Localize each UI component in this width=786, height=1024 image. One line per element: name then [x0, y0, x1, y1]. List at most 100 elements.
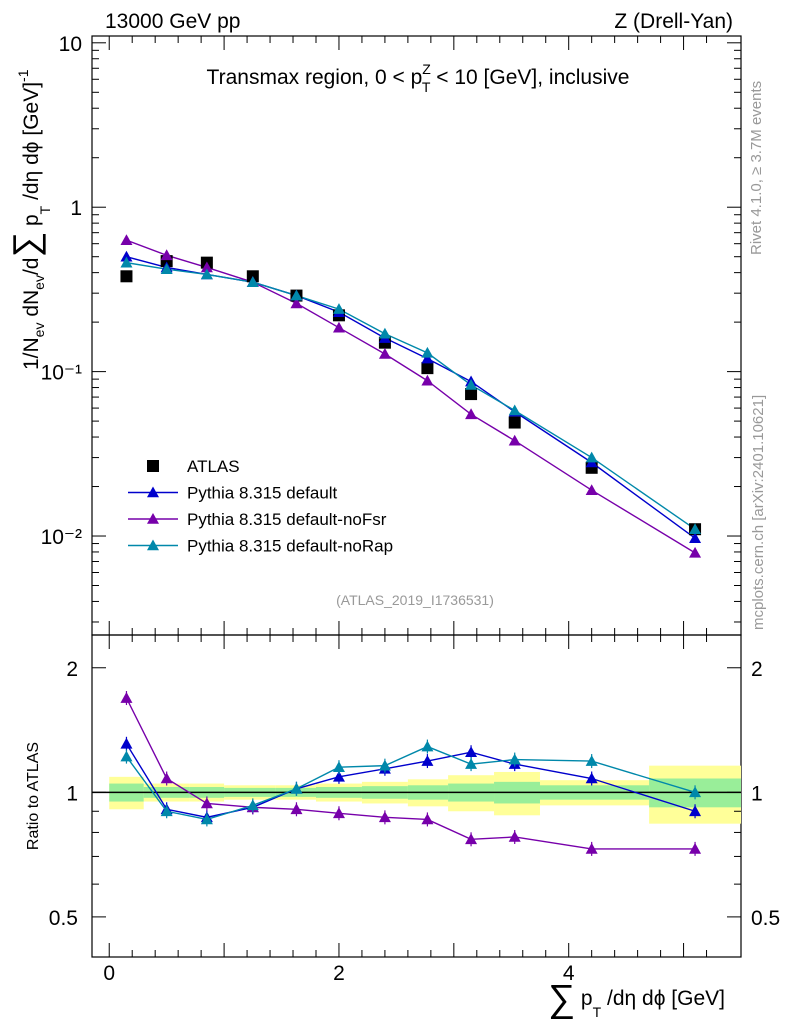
ratio-ytick-label-left: 1 [66, 782, 78, 805]
legend-marker-mc [147, 486, 159, 498]
data-point-mc [421, 374, 434, 386]
ratio-point [508, 753, 521, 765]
data-point-mc [508, 404, 521, 416]
ratio-point [689, 842, 702, 854]
xtick-label: 2 [333, 962, 345, 985]
main-series-line [126, 239, 696, 554]
legend-marker-mc [147, 513, 159, 524]
data-point-mc [465, 408, 478, 420]
main-axis-ticks: 10⁻² 10⁻¹ 1 10 [41, 33, 741, 635]
main-series-group [120, 234, 702, 558]
data-point-mc [378, 327, 391, 339]
ratio-point [120, 692, 133, 703]
ratio-point [160, 805, 173, 817]
main-ylabel-ev1: ev [31, 323, 47, 338]
xlabel-p: p [575, 987, 593, 1010]
ratio-ytick-label-right: 0.5 [751, 907, 780, 930]
ratio-point [465, 833, 478, 845]
main-ylabel-part5: /dη dϕ [GeV] [20, 82, 43, 206]
main-ylabel-t: T [37, 205, 53, 214]
data-point-atlas [120, 270, 133, 283]
ratio-point [465, 746, 478, 758]
ratio-ytick-label-right: 2 [751, 658, 763, 681]
data-point-mc [689, 546, 702, 558]
data-point-mc [120, 234, 133, 245]
main-ytick-label: 10 [59, 33, 82, 56]
data-point-mc [508, 434, 521, 446]
data-point-mc [120, 256, 133, 268]
main-ylabel-part1: 1/N [20, 337, 43, 370]
plot-title-prefix: Transmax region, 0 < p [207, 66, 423, 89]
analysis-watermark: (ATLAS_2019_I1736531) [336, 592, 494, 608]
data-point-atlas [421, 362, 434, 375]
energy-label: 13000 GeV pp [105, 10, 240, 33]
data-point-mc [689, 523, 702, 535]
ratio-series-line [125, 745, 696, 821]
data-point-mc [585, 451, 598, 463]
main-series-line [126, 261, 696, 530]
data-point-mc [421, 346, 434, 358]
ratio-point [290, 803, 303, 815]
ratio-point [421, 813, 434, 825]
ratio-point [378, 759, 391, 771]
data-point-atlas [465, 388, 478, 401]
ratio-point [290, 782, 303, 794]
data-point-mc [200, 268, 213, 280]
legend-label: Pythia 8.315 default-noFsr [187, 510, 387, 529]
ratio-point [200, 797, 213, 809]
ratio-point [378, 811, 391, 823]
ratio-point [421, 740, 434, 752]
plot-title-suffix: < 10 [GeV], inclusive [430, 66, 629, 89]
ratio-ytick-label-left: 0.5 [49, 907, 78, 930]
ratio-ytick-label-left: 2 [66, 658, 78, 681]
ratio-point [200, 813, 213, 825]
ratio-point [332, 807, 345, 819]
xlabel-sum: ∑ [548, 978, 575, 1020]
main-ylabel-part2: dN [20, 290, 43, 323]
data-point-mc [585, 484, 598, 495]
rivet-label: Rivet 4.1.0, ≥ 3.7M events [748, 81, 765, 255]
ratio-point [332, 770, 345, 782]
xtick-label: 4 [563, 962, 575, 985]
plot-title-sup: Z [422, 61, 431, 77]
data-point-mc [160, 249, 173, 261]
data-point-mc [290, 297, 303, 309]
legend: ATLAS Pythia 8.315 default Pythia 8.315 de… [128, 457, 393, 556]
legend-marker-mc [147, 539, 159, 551]
data-point-mc [421, 352, 434, 364]
data-point-mc [160, 263, 173, 274]
ratio-series-group [120, 691, 702, 856]
data-point-mc [290, 289, 303, 301]
xtick-label: 0 [103, 962, 115, 985]
xlabel-t: T [593, 1004, 602, 1020]
ratio-point [465, 758, 478, 769]
ratio-point [689, 805, 702, 817]
ratio-point [508, 830, 521, 842]
main-ylabel-ev2: ev [31, 275, 47, 290]
plot-title: Transmax region, 0 < pZ T < 10 [GeV], inc… [207, 61, 630, 95]
data-point-mc [332, 321, 345, 333]
main-ylabel-part4: p [20, 214, 43, 232]
main-ylabel-exp: -1 [15, 69, 31, 82]
main-ytick-label: 10⁻² [41, 526, 82, 549]
ratio-point [585, 772, 598, 784]
xlabel-text: ∑ p_T /dη dϕ [GeV] [548, 1004, 557, 1006]
process-label: Z (Drell-Yan) [614, 10, 733, 33]
data-point-mc [465, 378, 478, 390]
xlabel: ∑ pT /dη dϕ [GeV] [548, 978, 725, 1020]
main-ylabel-part3: /d [20, 258, 43, 276]
data-point-mc [120, 250, 133, 262]
data-point-mc [689, 532, 702, 543]
plot-title-sub: T [422, 79, 431, 95]
xlabel-rest: /dη dϕ [GeV] [601, 987, 725, 1010]
main-ylabel: 1/Nev dNev/d∑ pT /dη dϕ [GeV]-1 [5, 69, 53, 370]
ratio-series-line [125, 743, 696, 819]
main-ytick-label: 10⁻¹ [41, 362, 82, 385]
ratio-point [421, 755, 434, 766]
data-point-atlas [508, 416, 521, 429]
legend-label: ATLAS [187, 457, 240, 476]
ratio-uncertainty-bands [92, 765, 741, 824]
legend-label: Pythia 8.315 default-noRap [187, 537, 393, 556]
ratio-point [160, 772, 173, 784]
